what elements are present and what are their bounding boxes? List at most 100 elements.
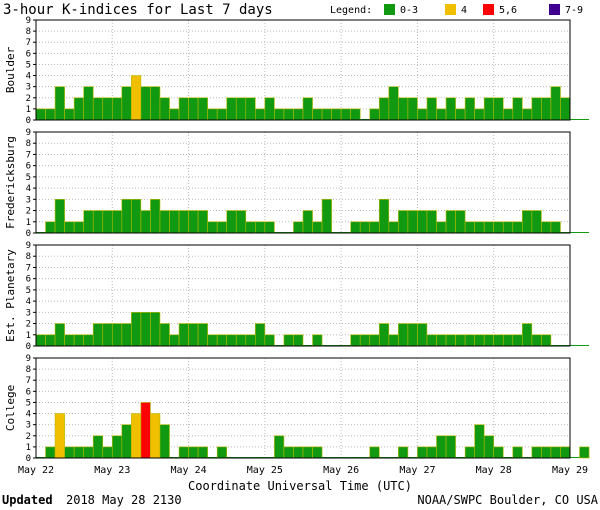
- y-tick-label: 3: [26, 308, 31, 318]
- y-tick-label: 0: [26, 116, 31, 126]
- k-bar: [178, 210, 189, 234]
- k-bar: [464, 334, 475, 347]
- y-tick-label: 3: [26, 421, 31, 431]
- k-bar: [159, 210, 170, 234]
- k-bar: [159, 97, 170, 121]
- k-bar: [226, 334, 237, 347]
- y-tick-label: 7: [26, 263, 31, 273]
- k-bar: [102, 210, 113, 234]
- legend-label: Legend:: [330, 5, 372, 16]
- k-bar: [45, 108, 56, 121]
- k-bar: [121, 199, 132, 234]
- k-bar: [83, 446, 94, 459]
- k-bar: [369, 446, 380, 459]
- k-bar: [445, 334, 456, 347]
- k-bar: [474, 424, 485, 459]
- k-bar: [64, 221, 75, 234]
- k-bar: [407, 97, 418, 121]
- y-tick-label: 5: [26, 398, 31, 408]
- k-bar: [92, 435, 104, 459]
- k-bar: [188, 210, 199, 234]
- k-bar: [502, 108, 514, 121]
- k-bar: [54, 323, 65, 347]
- y-tick-label: 8: [26, 27, 31, 37]
- k-bar: [283, 334, 294, 347]
- k-bar: [178, 446, 189, 459]
- k-bar: [73, 334, 84, 347]
- k-bar: [207, 334, 218, 347]
- legend-text-5-6: 5,6: [499, 5, 517, 16]
- k-bar: [255, 221, 266, 234]
- k-bar: [35, 334, 46, 347]
- k-bar: [531, 210, 542, 234]
- y-tick-label: 5: [26, 173, 31, 183]
- y-tick-label: 6: [26, 162, 31, 172]
- k-bar: [579, 446, 590, 459]
- k-bar: [359, 334, 371, 347]
- k-bar: [512, 221, 523, 234]
- x-tick-label: May 24: [171, 465, 207, 476]
- k-bar: [264, 334, 275, 347]
- k-bar: [312, 221, 323, 234]
- k-bar: [140, 210, 151, 234]
- k-bar: [350, 334, 361, 347]
- k-bar: [169, 210, 180, 234]
- x-axis-label: Coordinate Universal Time (UTC): [188, 479, 412, 493]
- panel-ylabel: College: [4, 385, 17, 431]
- k-bar: [359, 221, 371, 234]
- k-bar: [293, 334, 304, 347]
- k-bar: [483, 435, 495, 459]
- k-bar: [426, 97, 437, 121]
- k-bar: [64, 334, 75, 347]
- panel-ylabel: Fredericksburg: [4, 136, 17, 229]
- k-bar: [169, 334, 180, 347]
- k-bar: [245, 221, 256, 234]
- k-bar: [321, 108, 332, 121]
- k-bar: [264, 221, 275, 234]
- y-tick-label: 1: [26, 331, 31, 341]
- y-tick-label: 4: [26, 297, 31, 307]
- k-bar: [150, 312, 161, 347]
- k-bar: [83, 86, 94, 121]
- k-bar: [102, 323, 113, 347]
- k-bar: [54, 199, 65, 234]
- k-bar: [255, 323, 266, 347]
- panel-frame: [35, 357, 571, 459]
- updated-value: 2018 May 28 2130: [66, 493, 182, 507]
- y-tick-label: 0: [26, 342, 31, 352]
- y-tick-label: 1: [26, 443, 31, 453]
- y-tick-label: 8: [26, 139, 31, 149]
- k-bar: [407, 323, 418, 347]
- k-bar: [312, 334, 323, 347]
- k-bar: [197, 446, 208, 459]
- k-bar: [121, 323, 132, 347]
- k-bar: [188, 323, 199, 347]
- k-bar: [131, 413, 142, 459]
- k-bar: [369, 334, 380, 347]
- k-bar: [512, 97, 523, 121]
- x-tick-label: May 23: [94, 465, 130, 476]
- k-bar: [455, 334, 466, 347]
- k-bar: [235, 334, 247, 347]
- k-bar: [216, 221, 228, 234]
- k-bar: [283, 446, 294, 459]
- legend-swatch-5-6: [483, 4, 494, 15]
- y-tick-label: 5: [26, 60, 31, 70]
- y-tick-label: 8: [26, 252, 31, 262]
- k-bar: [274, 108, 285, 121]
- k-bar: [302, 446, 313, 459]
- y-tick-label: 7: [26, 150, 31, 160]
- k-bar: [140, 402, 151, 459]
- k-bar: [188, 446, 199, 459]
- k-bar: [159, 424, 170, 459]
- k-bar: [92, 97, 104, 121]
- k-bar: [283, 108, 294, 121]
- y-tick-label: 3: [26, 195, 31, 205]
- k-bar: [331, 108, 342, 121]
- k-bar: [73, 97, 84, 121]
- k-bar: [350, 108, 361, 121]
- k-bar: [216, 334, 228, 347]
